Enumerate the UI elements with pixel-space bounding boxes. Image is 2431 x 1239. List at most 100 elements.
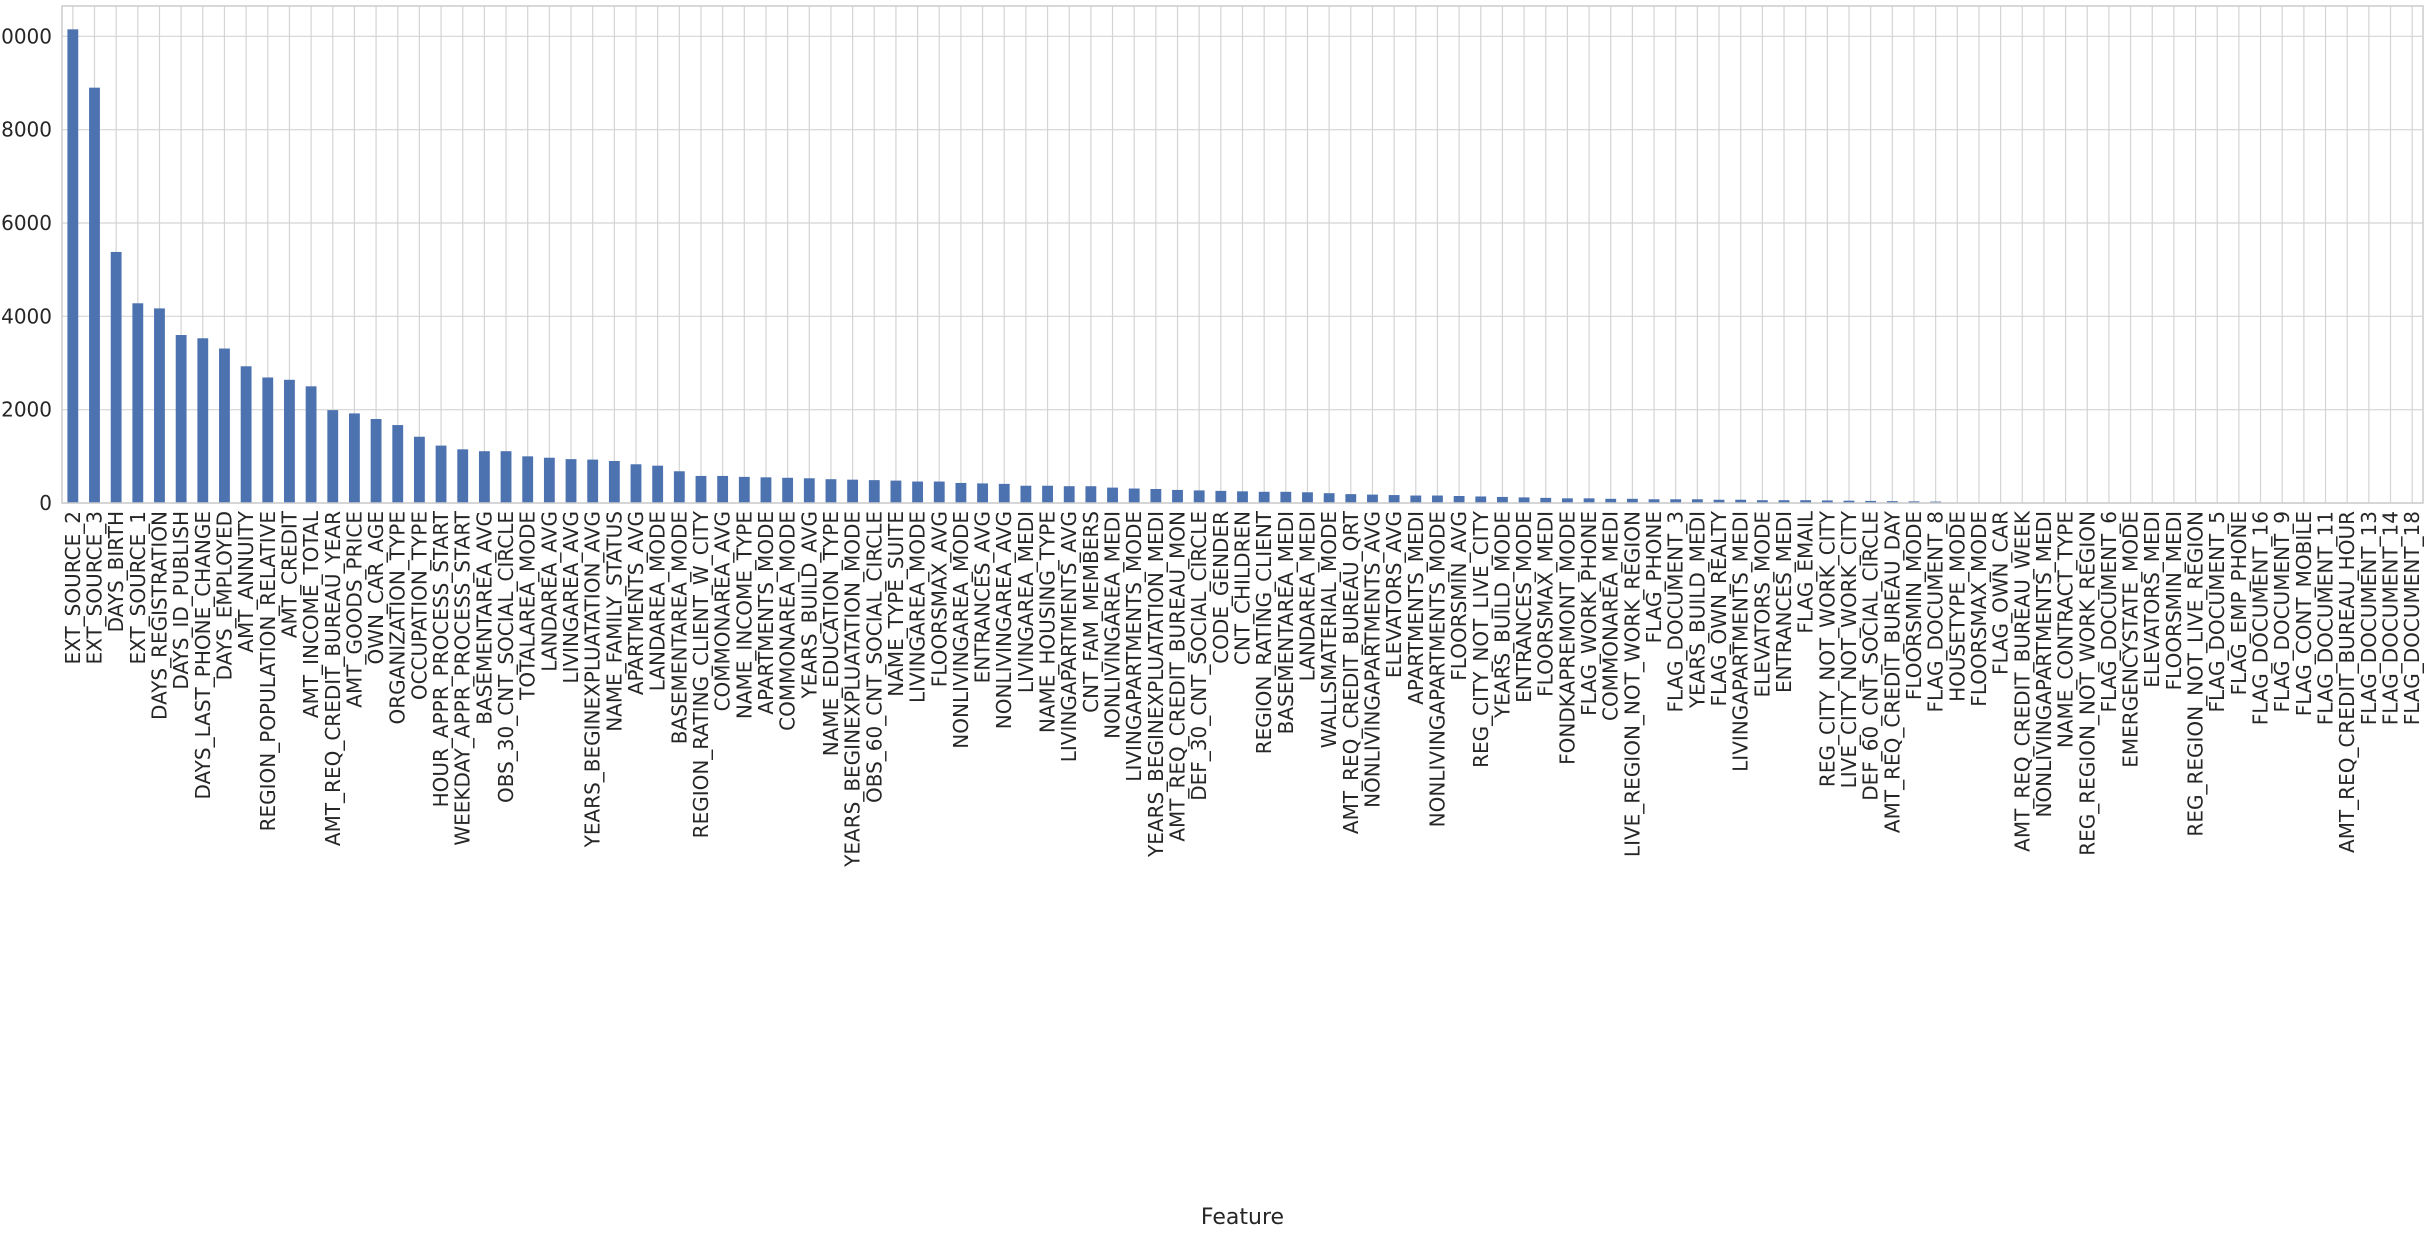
x-tick-label: APARTMENTS_MEDI bbox=[1404, 511, 1428, 705]
y-tick-label: 8000 bbox=[1, 118, 52, 142]
x-tick-label: OCCUPATION_TYPE bbox=[407, 511, 431, 700]
bar bbox=[1475, 496, 1487, 503]
bar bbox=[1800, 500, 1812, 503]
x-axis-label: Feature bbox=[1201, 1205, 1284, 1230]
grid bbox=[62, 6, 2423, 504]
x-tick-label: BASEMENTAREA_MODE bbox=[667, 511, 691, 744]
x-tick-label: FLAG_EMAIL bbox=[1794, 510, 1818, 633]
y-tick-label: 10000 bbox=[0, 24, 52, 48]
x-tick-label: LIVINGAREA_AVG bbox=[559, 511, 583, 684]
bar bbox=[370, 419, 382, 503]
bar bbox=[1085, 486, 1097, 503]
x-tick-label: COMMONAREA_AVG bbox=[711, 511, 735, 711]
x-tick-label: LANDAREA_MEDI bbox=[1295, 511, 1319, 681]
x-tick-label: AMT_REQ_CREDIT_BUREAU_DAY bbox=[1880, 510, 1904, 833]
bar bbox=[890, 480, 902, 503]
x-tick-label: DAYS_ID_PUBLISH bbox=[169, 511, 193, 690]
x-tick-label: ELEVATORS_MODE bbox=[1750, 511, 1774, 698]
bar bbox=[413, 436, 425, 503]
x-tick-label: ORGANIZATION_TYPE bbox=[386, 511, 410, 724]
bar bbox=[219, 348, 230, 503]
x-tick-label: ELEVATORS_MEDI bbox=[2140, 511, 2164, 688]
x-tick-label: NONLIVINGAREA_MODE bbox=[949, 511, 973, 749]
x-tick-label: NONLIVINGAREA_AVG bbox=[992, 511, 1016, 729]
bar bbox=[1367, 494, 1378, 503]
x-tick-label: YEARS_BUILD_AVG bbox=[797, 511, 821, 700]
x-tick-label: NAME_FAMILY_STATUS bbox=[602, 511, 626, 732]
x-tick-label: FLOORSMAX_MODE bbox=[1967, 511, 1991, 707]
x-tick-label: LIVE_REGION_NOT_WORK_REGION bbox=[1620, 511, 1644, 857]
x-tick-label: YEARS_BEGINEXPLUATATION_AVG bbox=[581, 511, 605, 848]
bar bbox=[803, 478, 815, 503]
bar bbox=[89, 87, 100, 504]
x-tick-label: LIVINGAPARTMENTS_MODE bbox=[1122, 511, 1146, 782]
x-tick-label: HOUR_APPR_PROCESS_START bbox=[429, 510, 453, 807]
x-tick-label: REG_REGION_NOT_WORK_REGION bbox=[2075, 511, 2099, 856]
x-tick-label: LANDAREA_MODE bbox=[646, 511, 670, 691]
x-tick-label: AMT_REQ_CREDIT_BUREAU_YEAR bbox=[321, 511, 345, 846]
bar bbox=[1150, 489, 1162, 503]
x-tick-label: CODE_GENDER bbox=[1209, 511, 1233, 664]
x-tick-label: LIVINGAPARTMENTS_MEDI bbox=[1729, 511, 1753, 772]
bar bbox=[847, 479, 859, 503]
x-tick-label: FLAG_OWN_REALTY bbox=[1707, 510, 1731, 706]
bar bbox=[1670, 499, 1682, 503]
x-tick-label: NAME_INCOME_TYPE bbox=[732, 511, 756, 719]
bar bbox=[1172, 489, 1183, 503]
bar bbox=[998, 483, 1010, 503]
bar bbox=[1518, 497, 1530, 503]
x-tick-label: LIVINGAREA_MODE bbox=[906, 511, 930, 703]
x-tick-label: FLAG_DOCUMENT_16 bbox=[2249, 511, 2273, 725]
bar bbox=[1583, 498, 1595, 503]
bar bbox=[912, 481, 924, 503]
x-tick-label: APARTMENTS_MODE bbox=[754, 511, 778, 715]
x-tick-label: YEARS_BUILD_MODE bbox=[1490, 511, 1514, 719]
bar bbox=[1821, 500, 1833, 503]
x-tick-label: REGION_RATING_CLIENT_W_CITY bbox=[689, 510, 713, 838]
y-tick-label: 0 bbox=[39, 491, 52, 515]
x-tick-label: FLAG_DOCUMENT_5 bbox=[2205, 511, 2229, 712]
bar bbox=[955, 482, 967, 503]
bar bbox=[240, 366, 252, 503]
bar bbox=[1626, 498, 1638, 503]
x-tick-label: REG_CITY_NOT_LIVE_CITY bbox=[1469, 510, 1493, 768]
x-tick-label: YEARS_BUILD_MEDI bbox=[1685, 511, 1709, 709]
bar bbox=[825, 479, 837, 503]
bar bbox=[1735, 499, 1747, 503]
x-tick-label: HOUSETYPE_MODE bbox=[1945, 511, 1969, 702]
bar bbox=[1648, 499, 1660, 503]
x-tick-label: FLAG_OWN_CAR bbox=[1989, 511, 2013, 675]
x-tick-label: DAYS_REGISTRATION bbox=[147, 511, 171, 720]
bar bbox=[1215, 490, 1227, 503]
x-tick-label: BASEMENTAREA_AVG bbox=[472, 511, 496, 725]
bar bbox=[1691, 499, 1703, 503]
bar bbox=[1497, 496, 1508, 503]
x-tick-label: YEARS_BEGINEXPLUATATION_MODE bbox=[841, 511, 865, 868]
x-tick-label: FLOORSMIN_MEDI bbox=[2162, 511, 2186, 690]
bar bbox=[1540, 497, 1552, 503]
bar bbox=[1756, 500, 1768, 503]
x-tick-label: AMT_CREDIT bbox=[277, 510, 301, 638]
x-tick-label: DAYS_BIRTH bbox=[104, 511, 128, 632]
x-tick-label: REG_REGION_NOT_LIVE_REGION bbox=[2184, 511, 2208, 837]
bar bbox=[110, 251, 122, 503]
x-tick-label: FLAG_DOCUMENT_9 bbox=[2270, 511, 2294, 712]
x-tick-label: AMT_REQ_CREDIT_BUREAU_WEEK bbox=[2010, 510, 2034, 852]
x-tick-label: DEF_60_CNT_SOCIAL_CIRCLE bbox=[1859, 511, 1883, 801]
x-tick-label: LIVINGAPARTMENTS_AVG bbox=[1057, 511, 1081, 762]
x-tick-label: ENTRANCES_MEDI bbox=[1772, 511, 1796, 693]
x-tick-label: FLAG_CONT_MOBILE bbox=[2292, 511, 2316, 716]
bar bbox=[565, 459, 577, 503]
x-tick-label: AMT_GOODS_PRICE bbox=[342, 511, 366, 708]
bar bbox=[1886, 501, 1898, 503]
x-tick-label: LIVINGAREA_MEDI bbox=[1014, 511, 1038, 693]
x-tick-label: REGION_RATING_CLIENT bbox=[1252, 510, 1276, 754]
bar bbox=[327, 410, 339, 503]
bar bbox=[760, 477, 772, 503]
x-tick-label: EXT_SOURCE_1 bbox=[126, 511, 150, 665]
x-tick-label: EMERGENCYSTATE_MODE bbox=[2119, 511, 2143, 768]
x-tick-label: FLAG_DOCUMENT_11 bbox=[2314, 511, 2338, 725]
x-tick-label: NONLIVINGAREA_MEDI bbox=[1101, 511, 1125, 739]
bar bbox=[608, 461, 620, 503]
